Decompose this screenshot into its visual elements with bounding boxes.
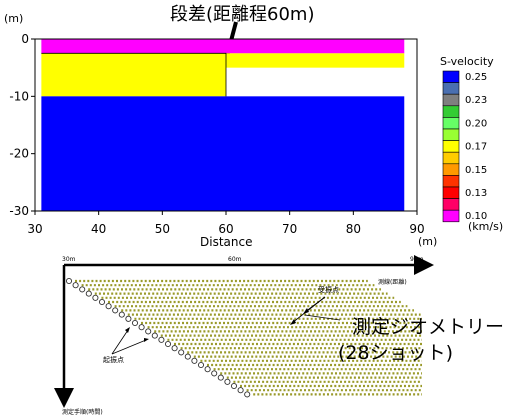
legend-swatch xyxy=(442,163,460,176)
legend-swatch xyxy=(442,128,460,141)
legend-swatch xyxy=(442,151,460,165)
geom-label-90m: 90m xyxy=(410,256,424,263)
x-tick-label: 50 xyxy=(155,222,170,236)
source-point xyxy=(118,311,125,318)
source-point xyxy=(65,277,73,285)
velocity-legend: 0.25 0.23 0.20 0.17 0.15 0.13 0.10 xyxy=(442,70,487,223)
velocity-model: 30 40 50 60 70 80 90 0 -10 -20 -30 xyxy=(9,32,424,236)
geometry-annotation-title: 測定ジオメトリー xyxy=(352,316,504,338)
layer-right-step xyxy=(226,53,405,68)
source-point xyxy=(98,298,106,306)
source-point xyxy=(112,307,119,314)
y-unit-label: (m) xyxy=(4,12,23,25)
source-point xyxy=(204,366,211,373)
x-unit-label: (m) xyxy=(418,235,437,248)
legend-swatch xyxy=(442,93,460,107)
annotation-pointer xyxy=(304,314,341,321)
source-point xyxy=(191,357,198,364)
y-tick-label: 0 xyxy=(21,32,29,46)
legend-swatch xyxy=(442,209,460,223)
source-point xyxy=(151,332,158,339)
x-tick-label: 40 xyxy=(91,222,106,236)
step-boundary xyxy=(41,52,227,97)
x-tick-label: 90 xyxy=(409,222,424,236)
source-point xyxy=(92,294,99,301)
source-point xyxy=(237,387,244,394)
source-pointer-arrows xyxy=(111,327,149,355)
legend-swatch xyxy=(442,198,460,211)
source-point xyxy=(131,319,139,327)
legend-title: S-velocity xyxy=(440,55,494,68)
x-tick-label: 80 xyxy=(346,222,361,236)
source-point xyxy=(145,328,152,335)
y-tick-label: -10 xyxy=(9,89,29,103)
layer-left-step xyxy=(41,53,226,97)
x-axis-label: Distance xyxy=(200,235,252,249)
source-point xyxy=(178,349,185,356)
legend-swatch xyxy=(442,117,460,130)
y-tick-label: -30 xyxy=(9,204,29,218)
legend-swatch xyxy=(442,186,460,199)
legend-label: 0.23 xyxy=(465,95,487,106)
legend-swatch xyxy=(442,105,460,118)
legend-label: 0.25 xyxy=(465,72,487,83)
source-point xyxy=(164,340,172,348)
legend-swatch xyxy=(442,70,460,83)
source-point xyxy=(244,391,251,398)
source-point xyxy=(105,303,112,310)
source-label: 起振点 xyxy=(103,355,124,364)
survey-geometry: 30m 60m 90m 測線(距離) 測定手順(時間) 受振点 起振点 測定ジオ… xyxy=(54,255,504,416)
legend-label: 0.13 xyxy=(465,188,487,199)
source-point xyxy=(211,370,218,377)
legend-label: 0.15 xyxy=(465,165,487,176)
geom-label-60m: 60m xyxy=(228,256,242,263)
source-point xyxy=(197,361,205,369)
legend-label: 0.10 xyxy=(465,211,487,222)
source-point xyxy=(171,345,178,352)
geometry-annotation-shots: (28ショット) xyxy=(338,342,453,364)
legend-swatch xyxy=(442,140,460,153)
source-point xyxy=(85,290,92,297)
source-point xyxy=(158,336,165,343)
source-point xyxy=(125,315,132,322)
legend-swatch xyxy=(442,82,460,95)
source-point xyxy=(79,286,86,293)
x-tick-label: 60 xyxy=(218,222,233,236)
legend-unit: (km/s) xyxy=(468,220,503,233)
distance-axis-label: 測線(距離) xyxy=(378,278,407,286)
source-point xyxy=(230,382,238,390)
receiver-label: 受振点 xyxy=(318,285,339,294)
geom-label-30m: 30m xyxy=(62,256,76,263)
source-point xyxy=(138,324,145,331)
y-tick-label: -20 xyxy=(9,147,29,161)
legend-label: 0.20 xyxy=(465,118,487,129)
x-tick-label: 30 xyxy=(27,222,42,236)
x-tick-label: 70 xyxy=(282,222,297,236)
layer-top xyxy=(41,39,405,54)
source-point xyxy=(217,374,224,381)
source-point xyxy=(72,282,79,289)
receiver-points xyxy=(75,279,422,396)
source-point xyxy=(224,378,231,385)
time-axis-label: 測定手順(時間) xyxy=(62,408,103,416)
legend-swatch xyxy=(442,175,460,188)
source-points xyxy=(65,277,251,398)
receiver-pointer-arrows xyxy=(290,296,326,325)
layer-base xyxy=(41,96,405,211)
title: 段差(距離程60m) xyxy=(170,4,314,25)
legend-label: 0.17 xyxy=(465,142,487,153)
source-point xyxy=(184,353,191,360)
